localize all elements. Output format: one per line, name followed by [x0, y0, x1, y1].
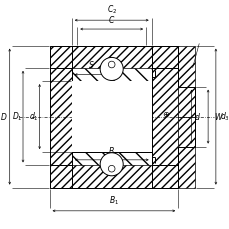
Circle shape — [100, 153, 123, 176]
Text: $d_3$: $d_3$ — [219, 110, 229, 123]
Polygon shape — [151, 46, 177, 68]
Text: $C$: $C$ — [108, 14, 115, 25]
Text: $B_1$: $B_1$ — [108, 194, 118, 207]
Polygon shape — [151, 68, 177, 165]
Polygon shape — [49, 165, 71, 188]
Text: $d$: $d$ — [193, 111, 200, 122]
Text: $W$: $W$ — [213, 111, 223, 122]
Polygon shape — [71, 68, 151, 81]
Text: $\oplus$: $\oplus$ — [161, 110, 169, 119]
Polygon shape — [177, 117, 194, 188]
Text: $C_2$: $C_2$ — [106, 4, 116, 16]
Text: $B$: $B$ — [108, 145, 114, 156]
Polygon shape — [71, 152, 151, 188]
Polygon shape — [177, 46, 194, 117]
Text: $D_1$: $D_1$ — [12, 110, 23, 123]
Text: $d_1$: $d_1$ — [28, 110, 38, 123]
Circle shape — [108, 61, 114, 68]
Circle shape — [100, 57, 123, 80]
Text: $S$: $S$ — [88, 60, 95, 71]
Polygon shape — [71, 152, 151, 165]
Circle shape — [108, 165, 114, 172]
Polygon shape — [71, 46, 151, 81]
Text: $D$: $D$ — [0, 111, 8, 122]
Polygon shape — [49, 68, 71, 165]
Polygon shape — [71, 81, 151, 152]
Polygon shape — [49, 46, 71, 68]
Polygon shape — [151, 165, 177, 188]
